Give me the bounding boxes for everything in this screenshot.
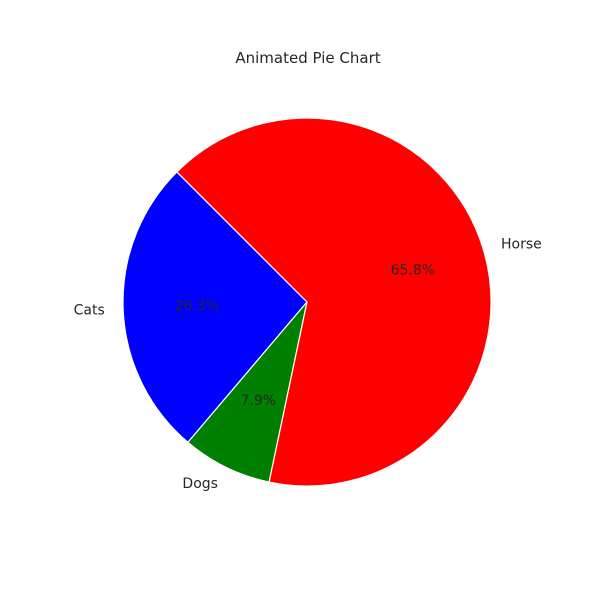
slice-label-horse: Horse bbox=[501, 236, 542, 252]
pie-slice-dogs bbox=[187, 301, 308, 483]
pct-label-cats: 26.3% bbox=[174, 299, 218, 315]
chart-title: Animated Pie Chart bbox=[235, 49, 380, 67]
pct-label-dogs: 7.9% bbox=[241, 393, 277, 409]
slice-label-dogs: Dogs bbox=[182, 476, 218, 492]
slice-label-cats: Cats bbox=[74, 302, 105, 318]
pie-slice-horse bbox=[176, 117, 492, 487]
pie-slices bbox=[122, 117, 492, 487]
pie-labels: 26.3% Cats 7.9% Dogs 65.8% Horse bbox=[74, 236, 542, 491]
pie-slice-cats bbox=[122, 171, 308, 443]
pct-label-horse: 65.8% bbox=[391, 263, 435, 279]
